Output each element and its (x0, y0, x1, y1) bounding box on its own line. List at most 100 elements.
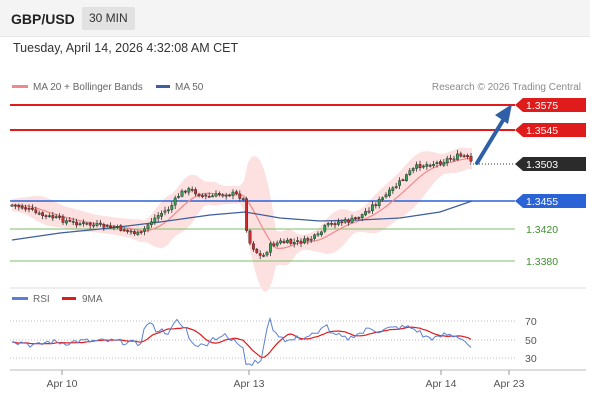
candle (183, 190, 187, 193)
candle (211, 195, 214, 198)
candle (398, 180, 401, 186)
candle (367, 210, 371, 213)
candle (248, 230, 252, 244)
candle (255, 248, 259, 253)
candle (156, 215, 160, 219)
candle (51, 215, 55, 219)
x-label-apr23: Apr 23 (494, 378, 525, 390)
candle (95, 223, 99, 226)
svg-text:1.3545: 1.3545 (526, 125, 558, 137)
forecast-arrow-head (495, 104, 512, 124)
candle (371, 204, 374, 211)
rsi-panel (10, 290, 586, 370)
candle (343, 219, 347, 223)
candle (88, 222, 92, 226)
candle (234, 191, 238, 194)
svg-text:1.3455: 1.3455 (526, 196, 558, 208)
candle (112, 226, 116, 229)
candle (149, 221, 153, 225)
level-label-current: 1.3503 (515, 157, 586, 171)
candle (122, 229, 126, 232)
candle (54, 216, 58, 218)
candle (299, 240, 303, 244)
candle (337, 221, 340, 225)
candle (163, 210, 167, 213)
candle (272, 243, 276, 247)
candle (10, 204, 14, 207)
rsi-tick-70: 70 (525, 316, 537, 328)
candle (17, 205, 21, 208)
candle (44, 215, 48, 217)
candle (207, 195, 211, 198)
candle (415, 164, 418, 169)
ma50-legend-label: MA 50 (175, 82, 204, 93)
rsi-tick-30: 30 (525, 353, 537, 365)
candle (102, 224, 106, 228)
candle (456, 153, 459, 160)
candle (61, 216, 65, 223)
level-label-support-1: 1.3420 (526, 224, 558, 236)
candle (132, 231, 136, 234)
candle (377, 199, 381, 207)
candle (204, 194, 208, 197)
candle (170, 205, 174, 210)
candle (78, 223, 82, 226)
rsi-legend-label: RSI (33, 294, 50, 305)
candle (41, 212, 45, 216)
candle (428, 164, 432, 167)
candle (105, 225, 109, 227)
candle (231, 191, 235, 196)
timeframe-badge[interactable]: 30 MIN (82, 7, 135, 30)
candle (306, 238, 310, 241)
candle (109, 225, 113, 228)
candle (350, 217, 354, 223)
candle (439, 161, 442, 165)
candle (143, 228, 146, 232)
candle (459, 153, 463, 157)
candle (462, 155, 466, 158)
candle (71, 221, 75, 223)
candle (24, 207, 27, 210)
candle (326, 223, 330, 226)
level-label-2: 1.3545 (515, 123, 586, 137)
candle (166, 209, 170, 212)
candle (200, 195, 204, 197)
candle (357, 217, 361, 219)
level-label-support-2: 1.3380 (526, 256, 558, 268)
rsi-ma-line (11, 326, 472, 358)
datetime-label: Tuesday, April 14, 2026 4:32:08 AM CET (13, 41, 239, 55)
candle (190, 188, 194, 191)
candle (136, 231, 140, 235)
level-label-1: 1.3575 (515, 98, 586, 112)
candle (224, 194, 228, 197)
svg-text:1.3575: 1.3575 (526, 100, 558, 112)
candle (37, 212, 41, 215)
candle (177, 196, 180, 198)
candle (68, 219, 72, 222)
candle (323, 225, 327, 232)
candle (217, 193, 221, 196)
candle (85, 222, 89, 225)
candle (275, 242, 279, 246)
candle (129, 230, 133, 233)
candle (333, 223, 337, 226)
candle (425, 164, 429, 167)
candle (388, 189, 391, 196)
candle (238, 193, 242, 199)
candle (119, 225, 123, 231)
candle (405, 174, 408, 182)
candle (228, 194, 231, 197)
candle (401, 179, 405, 182)
symbol-label: GBP/USD (11, 11, 75, 27)
candle (432, 164, 435, 166)
candle (34, 209, 38, 213)
candle (384, 194, 388, 198)
candle (408, 170, 412, 175)
candle (466, 155, 469, 157)
candle (27, 207, 31, 210)
candle (48, 215, 51, 218)
ma20-line (11, 157, 473, 250)
candle (316, 233, 320, 236)
candle (469, 155, 473, 162)
